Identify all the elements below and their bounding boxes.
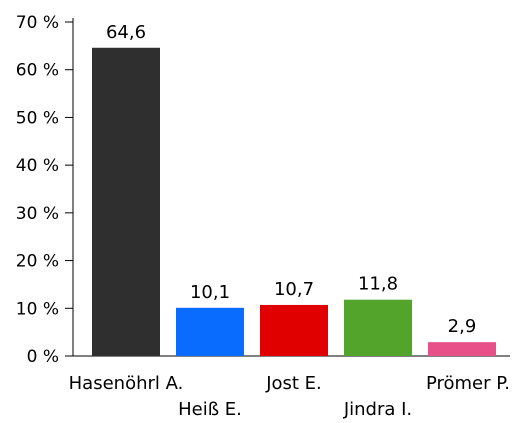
- axes: 0 % 10 % 20 % 30 % 40 % 50 % 60 % 70 %: [16, 13, 510, 367]
- bar: [344, 299, 412, 356]
- y-tick-label: 50 %: [16, 108, 59, 128]
- labels: 64,6 Hasenöhrl A. 10,1 Heiß E. 10,7 Jost E. 11…: [69, 22, 510, 420]
- bar: [260, 304, 328, 356]
- data-label: 2,9: [448, 316, 477, 337]
- category-label: Prömer P.: [426, 373, 510, 394]
- category-label: Jindra I.: [343, 399, 412, 420]
- y-tick-label: 30 %: [16, 204, 59, 224]
- y-tick-label: 10 %: [16, 299, 59, 319]
- data-label: 10,1: [190, 282, 230, 303]
- bar: [428, 342, 496, 356]
- y-tick-label: 0 %: [27, 347, 59, 367]
- data-label: 11,8: [358, 274, 398, 295]
- y-tick-label: 70 %: [16, 13, 59, 33]
- bars: [92, 47, 496, 356]
- category-label: Hasenöhrl A.: [69, 373, 184, 394]
- y-tick-label: 60 %: [16, 61, 59, 81]
- bar: [176, 307, 244, 356]
- y-tick-label: 40 %: [16, 156, 59, 176]
- data-label: 10,7: [274, 279, 314, 300]
- bar: [92, 47, 160, 356]
- y-tick-label: 20 %: [16, 252, 59, 272]
- data-label: 64,6: [106, 22, 146, 43]
- category-label: Jost E.: [265, 373, 322, 394]
- category-label: Heiß E.: [178, 399, 242, 420]
